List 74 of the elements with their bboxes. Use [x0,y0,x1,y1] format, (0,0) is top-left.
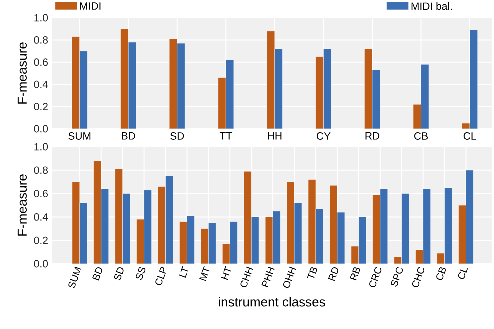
y-tick-label: 0.8 [34,36,48,44]
y-tick-label: 0.2 [34,103,48,111]
y-tick-label: 0.4 [34,80,48,88]
y-tick-label: 0.4 [34,213,48,221]
x-tick-label: CRC [370,267,382,288]
bar [230,222,238,264]
bar [251,217,260,264]
x-axis-title: instrument classes [219,297,326,307]
x-tick-label: SD [170,132,184,140]
bar [380,188,388,264]
x-tick-label: TB [307,267,318,278]
bar [166,176,174,264]
x-tick-label: SPC [391,267,404,287]
x-tick-label: BD [92,267,102,281]
bar [180,222,188,264]
bar [177,43,186,129]
bar [80,51,88,129]
bar [265,217,274,264]
x-tick-label: RB [350,267,360,281]
x-tick-label: SUM [68,132,91,140]
x-tick-label: HT [221,266,232,280]
x-tick-label: PHH [262,266,275,288]
x-tick-label: TT [220,132,232,140]
x-tick-label: OHH [283,266,296,288]
bar [444,188,452,264]
bar [208,222,216,264]
y-tick-label: 0.2 [34,236,48,244]
y-axis-title: F-measure [18,174,28,236]
bar [201,228,209,264]
y-tick-label: 0.0 [34,260,48,268]
bar [458,205,466,264]
x-tick-label: MT [200,266,210,282]
y-tick-label: 0.0 [34,125,48,133]
x-tick-label: BD [122,132,136,140]
x-tick-label: SUM [68,266,82,288]
y-tick-label: 1.0 [34,143,48,151]
bar [94,160,102,264]
x-tick-label: SS [136,267,146,280]
x-tick-label: RD [328,267,338,282]
bar [136,219,144,264]
bar [423,188,431,264]
legend-label: MIDI bal. [412,2,452,10]
y-axis-title: F-measure [18,42,28,104]
x-tick-label: CL [458,268,468,280]
x-tick-label: LT [179,266,188,278]
y-tick-label: 0.6 [34,58,48,66]
bar [372,194,381,264]
bar [187,216,195,264]
y-tick-label: 0.8 [34,166,48,174]
y-tick-label: 1.0 [34,14,48,22]
bar [158,186,166,264]
bar [466,170,474,264]
bar [122,194,130,264]
bar [402,194,410,264]
x-tick-label: CB [414,132,428,140]
bar [115,169,123,264]
x-tick-label: CHC [412,267,425,288]
y-tick-label: 0.6 [34,190,48,198]
x-tick-label: CHH [240,266,254,288]
bar [72,182,80,264]
bar [272,211,281,264]
x-tick-label: HH [268,132,282,140]
x-tick-label: RD [366,132,380,140]
bar [101,188,110,264]
bar [421,64,430,129]
x-tick-label: CLP [156,267,166,286]
x-tick-label: CL [464,132,476,140]
bar [244,171,252,264]
legend-label: MIDI [80,2,101,10]
bar [80,203,88,264]
x-tick-label: SD [114,267,124,281]
bar [144,190,152,264]
x-tick-label: CY [316,132,331,140]
x-tick-label: CB [436,267,446,280]
